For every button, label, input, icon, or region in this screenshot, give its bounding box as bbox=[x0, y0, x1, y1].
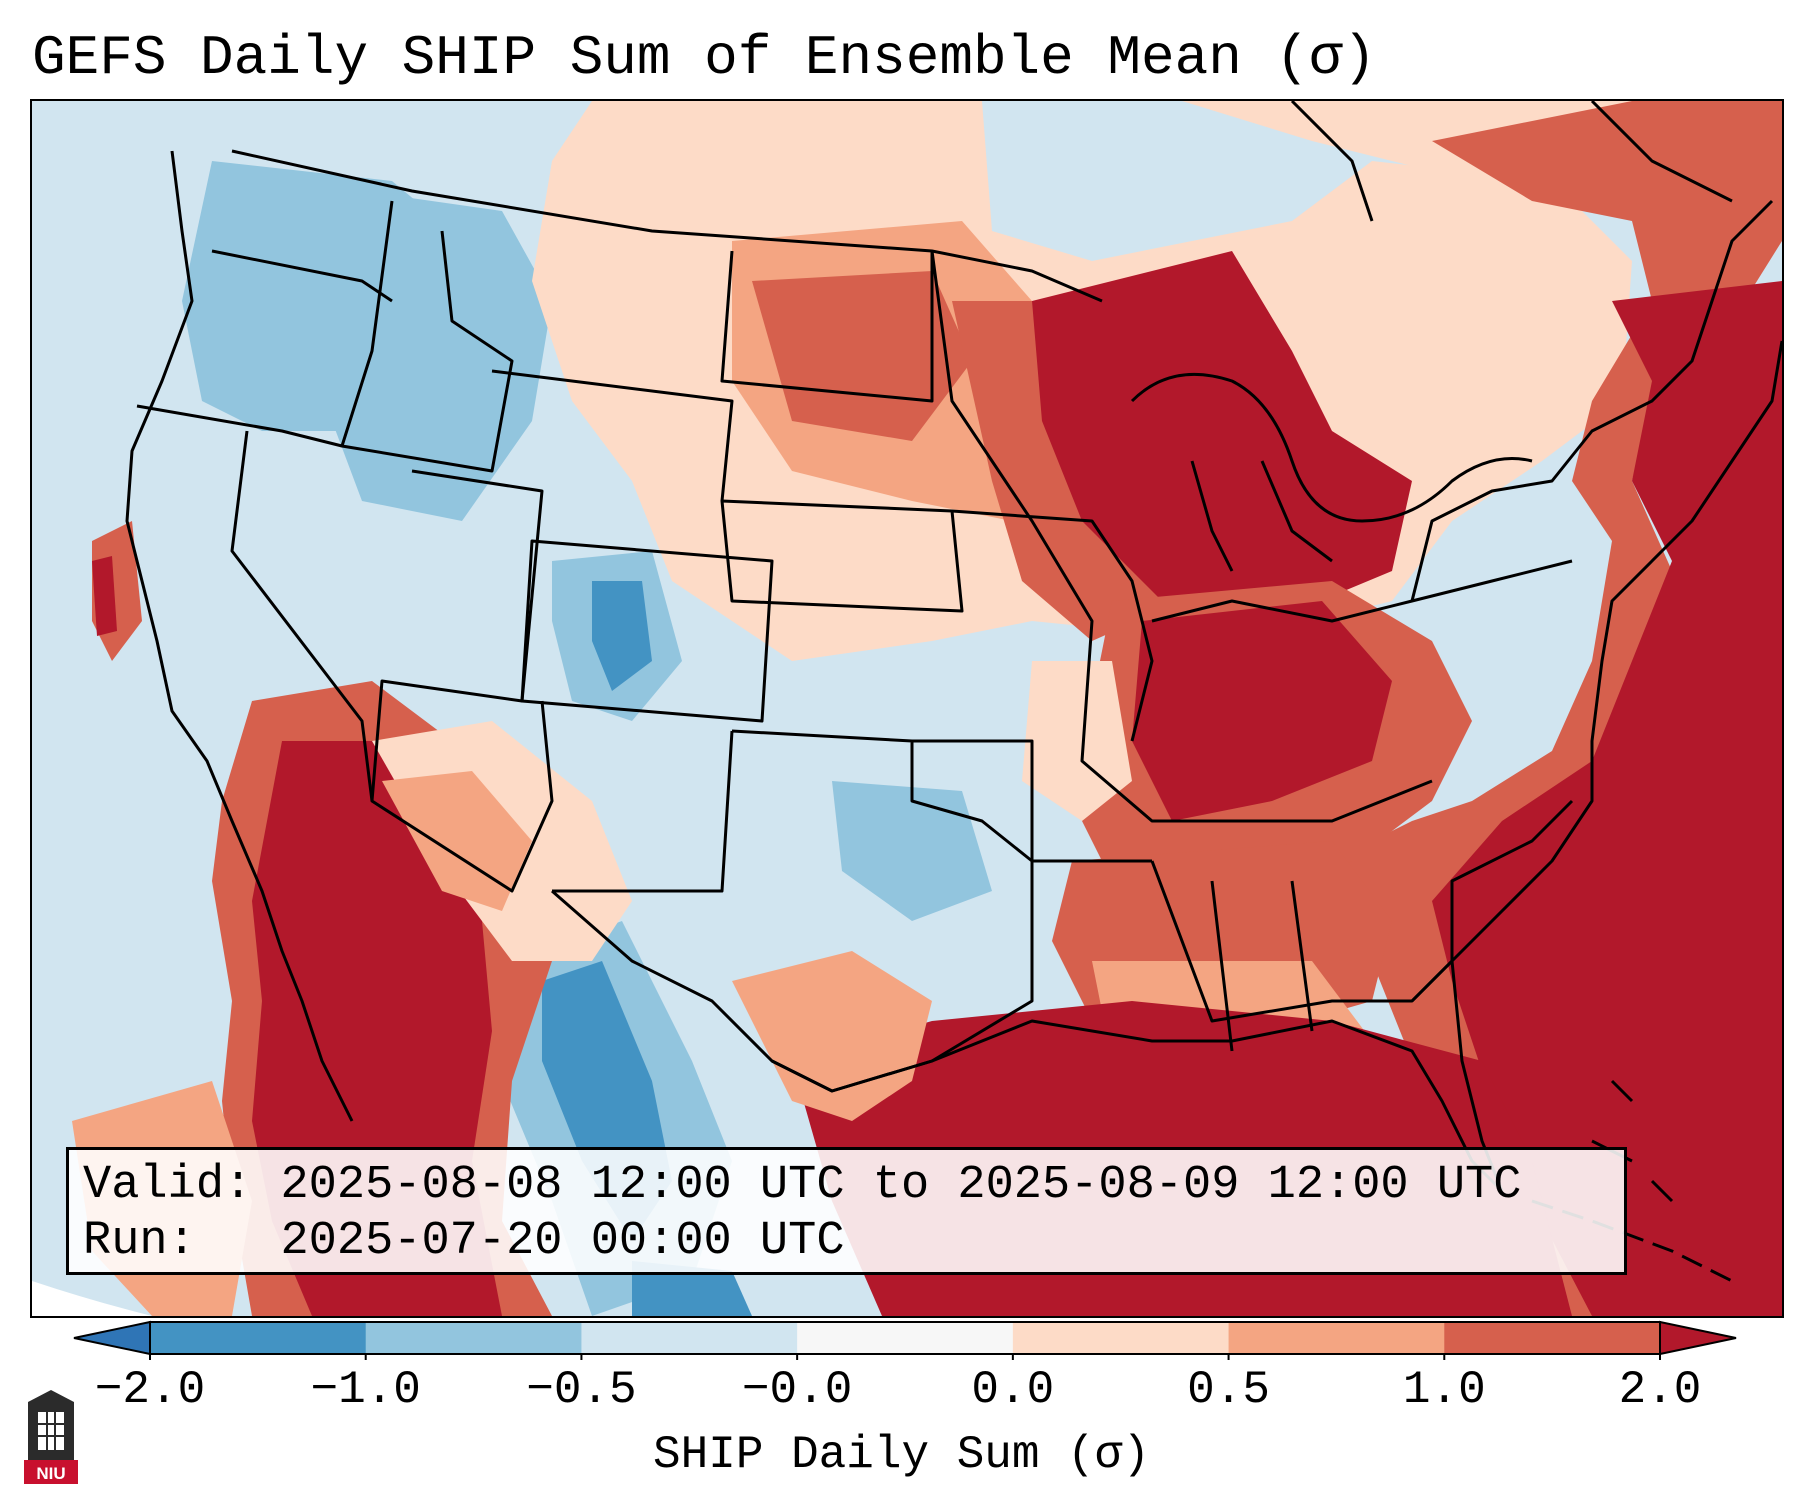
valid-value: 2025-08-08 12:00 UTC to 2025-08-09 12:00… bbox=[280, 1159, 1522, 1212]
border-mt-wy bbox=[491, 369, 734, 502]
colorbar bbox=[73, 1320, 1737, 1360]
border-dakotas bbox=[720, 250, 934, 403]
map-canvas bbox=[32, 101, 1782, 1316]
border-ok-ar bbox=[912, 739, 1152, 863]
border-ca-nv bbox=[230, 430, 374, 802]
colorbar-tick-label: 0.0 bbox=[971, 1364, 1055, 1416]
border-ne-ks bbox=[720, 499, 964, 613]
colorbar-tick-label: −2.0 bbox=[94, 1364, 206, 1416]
run-value: 2025-07-20 00:00 UTC bbox=[280, 1215, 845, 1268]
border-mo-ia bbox=[951, 509, 1154, 742]
logo-window bbox=[38, 1412, 64, 1450]
canada-hudson bbox=[1290, 101, 1733, 222]
coastline-west bbox=[125, 150, 354, 1122]
border-midwest bbox=[930, 250, 1433, 823]
great-lakes bbox=[1190, 460, 1333, 572]
border-ohio-valley bbox=[1151, 559, 1573, 623]
colorbar-tick-label: −0.0 bbox=[741, 1364, 853, 1416]
border-or-ca bbox=[136, 404, 343, 448]
run-row: Run: 2025-07-20 00:00 UTC bbox=[83, 1214, 1610, 1270]
logo-band bbox=[24, 1460, 78, 1484]
valid-run-info: Valid: 2025-08-08 12:00 UTC to 2025-08-0… bbox=[66, 1147, 1627, 1275]
coastline-gulf bbox=[771, 1019, 1504, 1193]
border-id bbox=[340, 200, 514, 473]
colorbar-tick-label: −0.5 bbox=[526, 1364, 637, 1416]
colorbar-extend-low bbox=[73, 1320, 151, 1356]
colorbar-segment bbox=[797, 1322, 1014, 1354]
border-co bbox=[520, 539, 774, 723]
border-nm-tx bbox=[552, 729, 1033, 893]
colorbar-tick-label: 1.0 bbox=[1402, 1364, 1486, 1416]
colorbar-segment bbox=[150, 1322, 367, 1354]
run-label: Run: bbox=[83, 1215, 196, 1268]
logo-text: NIU bbox=[36, 1464, 65, 1483]
border-wa-or bbox=[211, 249, 393, 303]
anomaly-field-positive bbox=[72, 101, 1782, 1316]
colorbar-label: SHIP Daily Sum (σ) bbox=[653, 1429, 1150, 1481]
colorbar-tick-label: 0.5 bbox=[1187, 1364, 1270, 1416]
niu-logo: NIU bbox=[24, 1390, 78, 1484]
page-title: GEFS Daily SHIP Sum of Ensemble Mean (σ) bbox=[32, 26, 1377, 90]
colorbar-tick-label: −1.0 bbox=[310, 1364, 421, 1416]
projection-edge bbox=[32, 1281, 152, 1316]
valid-row: Valid: 2025-08-08 12:00 UTC to 2025-08-0… bbox=[83, 1158, 1610, 1214]
colorbar-frame bbox=[149, 1321, 1661, 1355]
border-ms-al bbox=[1210, 880, 1314, 1052]
cuba-coast bbox=[1531, 1199, 1733, 1283]
great-lakes bbox=[1130, 372, 1533, 523]
map-panel bbox=[30, 99, 1784, 1318]
colorbar-segment bbox=[365, 1322, 582, 1354]
colorbar-segment bbox=[1444, 1322, 1661, 1354]
border-us-canada bbox=[231, 149, 1103, 303]
border-northeast bbox=[1410, 199, 1774, 602]
boundaries bbox=[125, 101, 1782, 1283]
border-ut-nm-az bbox=[370, 469, 554, 893]
colorbar-segment bbox=[1012, 1322, 1230, 1354]
valid-label: Valid: bbox=[83, 1159, 253, 1212]
colorbar-tick-label: 2.0 bbox=[1618, 1364, 1702, 1416]
colorbar-segment bbox=[581, 1322, 798, 1354]
logo-grid bbox=[38, 1412, 64, 1450]
colorbar-segment bbox=[1228, 1322, 1445, 1354]
coastline-east bbox=[1450, 340, 1782, 963]
colorbar-extend-high bbox=[1659, 1320, 1737, 1356]
